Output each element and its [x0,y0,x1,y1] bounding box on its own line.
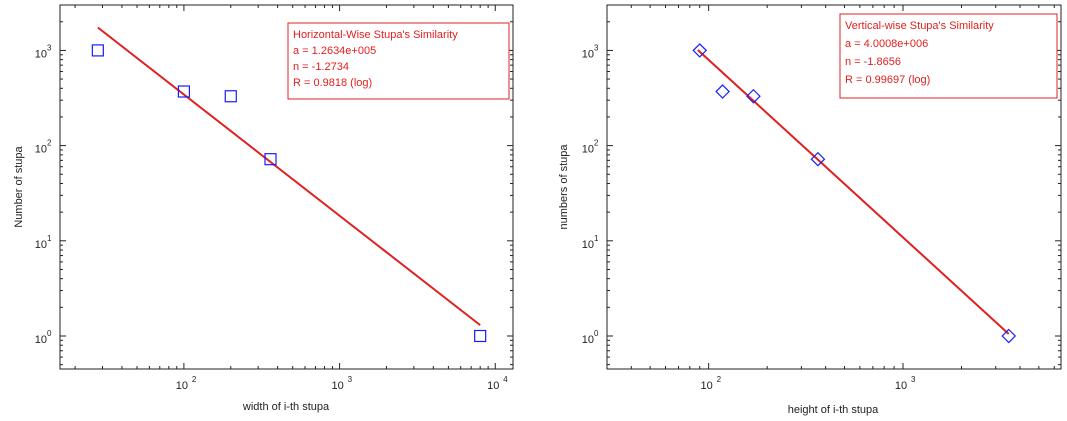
y-tick-label: 10 [582,144,594,156]
y-tick-label: 10 [582,239,594,251]
x-tick-exponent: 2 [192,375,197,384]
y-axis-label: numbers of stupa [558,144,570,230]
x-axis-label: width of i-th stupa [242,401,330,413]
data-point-square [224,90,237,103]
x-tick-label: 10 [487,380,499,392]
x-tick-label: 10 [176,380,188,392]
data-point-square [474,329,487,343]
legend-frame [839,13,1058,99]
y-tick-exponent: 3 [47,43,52,52]
legend-param-r: R = 0.9818 (log) [293,77,372,89]
legend-title: Vertical-wise Stupa's Similarity [845,20,994,32]
data-point-diamond [810,151,826,167]
x-tick-exponent: 3 [348,375,353,384]
data-point-diamond [746,88,761,104]
legend-frame [287,22,510,100]
x-tick-label: 10 [331,380,343,392]
x-axis-label: height of i-th stupa [788,404,879,416]
y-tick-exponent: 2 [47,139,52,148]
plot-frame [606,4,1062,370]
legend-box: Vertical-wise Stupa's Similarity a = 4.0… [839,13,1058,99]
legend-box: Horizontal-Wise Stupa's Similarity a = 1… [287,22,510,100]
legend-param-r: R = 0.99697 (log) [845,74,930,86]
data-point-diamond [715,84,730,99]
y-tick-exponent: 0 [594,329,599,338]
x-tick-exponent: 2 [717,375,722,384]
x-tick-exponent: 3 [911,375,916,384]
x-tick-label: 10 [895,380,907,392]
fit-line [97,26,481,326]
y-tick-label: 10 [35,239,47,251]
y-tick-label: 10 [582,334,594,346]
legend-param-n: n = -1.8656 [845,56,901,68]
legend-title: Horizontal-Wise Stupa's Similarity [293,29,458,41]
y-tick-exponent: 1 [594,234,599,243]
fit-line [697,49,1010,335]
x-tick-exponent: 4 [503,375,508,384]
data-point-diamond [1001,328,1017,344]
y-tick-label: 10 [35,334,47,346]
y-tick-exponent: 3 [594,43,599,52]
data-point-square [177,85,191,98]
legend-param-n: n = -1.2734 [293,61,349,73]
y-tick-label: 10 [35,144,47,156]
y-tick-exponent: 1 [47,234,52,243]
data-point-square [91,44,104,57]
data-points [91,44,487,343]
y-tick-label: 10 [582,48,594,60]
data-point-square [264,153,277,166]
legend-param-a: a = 4.0008e+006 [845,38,928,50]
data-points [692,43,1017,344]
y-tick-label: 10 [35,48,47,60]
y-axis-label: Number of stupa [13,145,25,227]
plot-frame [59,4,514,370]
y-tick-exponent: 0 [47,329,52,338]
x-tick-label: 10 [701,380,713,392]
legend-param-a: a = 1.2634e+005 [293,45,376,57]
y-tick-exponent: 2 [594,139,599,148]
data-point-diamond [692,43,708,58]
